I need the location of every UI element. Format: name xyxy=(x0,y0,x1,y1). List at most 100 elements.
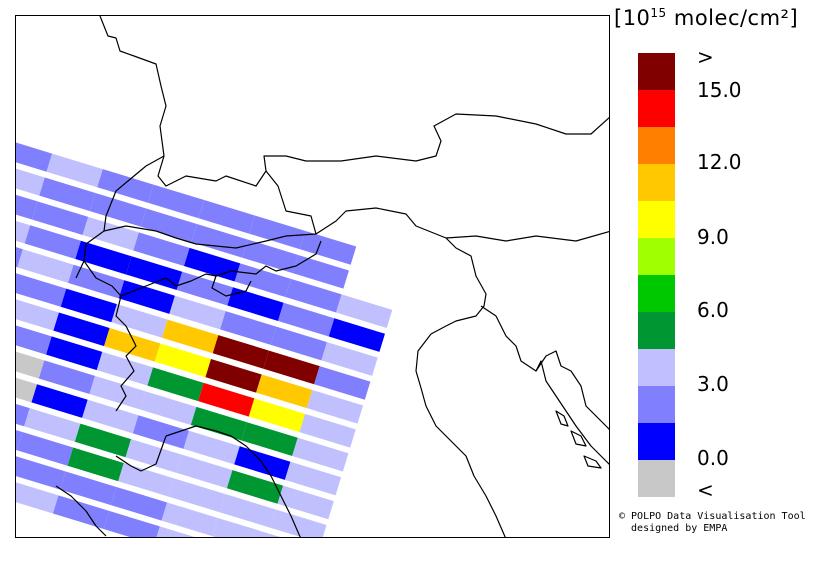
swath-pixel xyxy=(60,288,117,323)
legend-color-swatch xyxy=(638,349,675,386)
border-line xyxy=(83,260,137,412)
swath-pixel xyxy=(82,216,139,251)
swath-pixel xyxy=(82,399,139,434)
legend-color-swatch xyxy=(638,238,675,275)
swath-pixel xyxy=(321,342,378,376)
swath-pixel xyxy=(176,271,233,306)
swath-pixel xyxy=(140,208,197,243)
border-line xyxy=(265,170,317,235)
swath-pixel xyxy=(162,319,219,354)
swath-pixel xyxy=(89,192,147,227)
legend-label: < xyxy=(697,478,714,502)
swath-pixel xyxy=(256,374,313,409)
border-line xyxy=(75,155,165,279)
legend-color-swatch xyxy=(638,90,675,127)
swath-pixel xyxy=(16,479,59,514)
swath-pixel xyxy=(97,169,154,203)
swath-pixel xyxy=(212,517,269,537)
legend-label: 3.0 xyxy=(697,372,729,396)
swath-pixel xyxy=(292,254,349,289)
legend-title-exponent: 15 xyxy=(650,6,667,20)
swath-pixel xyxy=(125,439,182,473)
swath-pixel xyxy=(132,415,190,449)
swath-pixel xyxy=(96,351,154,386)
swath-pixel xyxy=(118,463,175,497)
legend-color-swatch xyxy=(638,127,675,164)
border-line xyxy=(211,275,252,297)
swath-pixel xyxy=(147,184,205,219)
swath-pixel xyxy=(24,408,81,442)
swath-pixel xyxy=(314,366,371,400)
map-panel xyxy=(15,15,610,538)
swath-pixel xyxy=(161,502,218,537)
swath-pixel xyxy=(16,138,53,172)
legend-title: [1015 molec/cm²] xyxy=(614,6,798,30)
legend-title-unit: molec/cm²] xyxy=(666,6,799,30)
swath-pixel xyxy=(39,177,96,212)
coastline xyxy=(115,435,167,472)
coastline xyxy=(165,425,301,537)
swath-pixel xyxy=(16,297,59,331)
swath-pixel xyxy=(191,223,248,258)
swath-pixel xyxy=(16,455,66,490)
swath-pixel xyxy=(67,447,124,482)
swath-pixel xyxy=(154,343,212,378)
legend-color-swatch xyxy=(638,275,675,312)
legend-color-swatch xyxy=(638,312,675,349)
swath-pixel xyxy=(263,350,320,385)
legend-label: 0.0 xyxy=(697,446,729,470)
swath-pixel xyxy=(183,430,240,465)
legend-color-swatch xyxy=(638,53,675,90)
swath-pixel xyxy=(133,232,190,267)
swath-pixel xyxy=(270,509,327,537)
swath-pixel xyxy=(16,273,67,307)
swath-pixel xyxy=(154,526,211,537)
swath-pixel xyxy=(17,249,74,283)
swath-pixel xyxy=(234,263,291,298)
legend-label: > xyxy=(697,45,714,69)
swath-pixel xyxy=(198,200,255,234)
legend-label: 6.0 xyxy=(697,298,729,322)
swath-pixel xyxy=(176,454,233,489)
swath-pixel xyxy=(53,312,110,347)
swath-pixel xyxy=(68,264,125,299)
island xyxy=(583,455,602,469)
swath-pixel xyxy=(140,391,197,425)
border-line xyxy=(103,207,609,249)
coastline xyxy=(480,305,609,465)
swath-pixel xyxy=(249,215,306,250)
swath-pixel xyxy=(241,422,298,456)
swath-pixel xyxy=(16,320,52,355)
satellite-swath xyxy=(16,138,393,537)
legend-color-swatch xyxy=(638,460,675,497)
swath-pixel xyxy=(16,432,74,466)
swath-pixel xyxy=(16,161,45,196)
swath-pixel xyxy=(198,382,255,417)
swath-pixel xyxy=(219,494,276,528)
map-canvas xyxy=(16,16,609,537)
swath-pixel xyxy=(205,359,262,393)
swath-pixel xyxy=(103,510,160,537)
swath-pixel xyxy=(16,185,38,220)
swath-pixel xyxy=(118,280,175,314)
swath-pixel xyxy=(306,389,364,424)
swath-pixel xyxy=(270,326,327,361)
swath-pixel xyxy=(16,368,38,403)
coastline xyxy=(535,350,609,430)
swath-pixel xyxy=(16,344,45,379)
swath-pixel xyxy=(60,471,117,506)
coastlines-borders xyxy=(55,16,609,537)
swath-pixel xyxy=(241,239,299,274)
swath-pixel xyxy=(277,485,334,520)
swath-pixel xyxy=(336,294,393,329)
island xyxy=(555,410,569,427)
legend-label: 12.0 xyxy=(697,150,742,174)
legend-label: 15.0 xyxy=(697,78,742,102)
swath-pixel xyxy=(226,470,284,504)
legend-color-swatch xyxy=(638,164,675,201)
swath-pixel xyxy=(278,302,335,337)
legend-title-prefix: [10 xyxy=(614,6,651,30)
swath-pixel xyxy=(110,486,168,521)
swath-pixel xyxy=(147,367,204,402)
coastline xyxy=(415,237,506,537)
